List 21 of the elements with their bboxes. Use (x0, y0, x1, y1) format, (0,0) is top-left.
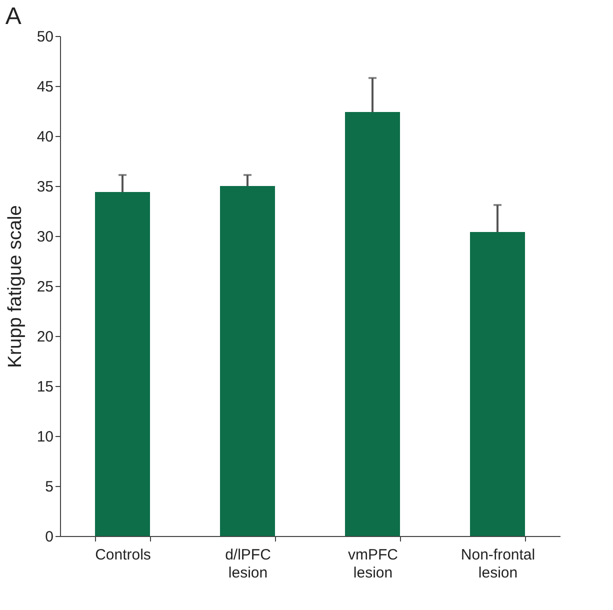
y-tick-label: 35 (36, 178, 54, 196)
y-tick-label: 25 (36, 278, 54, 296)
x-tick-label: Controls (95, 546, 151, 564)
y-tick-label: 5 (45, 478, 54, 496)
x-tick-label: d/lPFC lesion (225, 546, 272, 582)
y-tick-label: 10 (36, 428, 54, 446)
y-tick-label: 40 (36, 128, 54, 146)
bar (470, 232, 525, 536)
y-tick-label: 45 (36, 78, 54, 96)
x-tick-label: vmPFC lesion (348, 546, 398, 582)
bar (220, 186, 275, 536)
y-tick-label: 20 (36, 328, 54, 346)
y-tick-label: 50 (36, 28, 54, 46)
y-tick-label: 30 (36, 228, 54, 246)
y-tick-label: 0 (45, 528, 54, 546)
x-tick-label: Non-frontal lesion (460, 546, 536, 582)
bar (345, 112, 400, 536)
bar (95, 192, 150, 536)
y-tick-label: 15 (36, 378, 54, 396)
text: A (5, 3, 22, 30)
y-axis-title: Krupp fatigue scale (4, 205, 26, 368)
